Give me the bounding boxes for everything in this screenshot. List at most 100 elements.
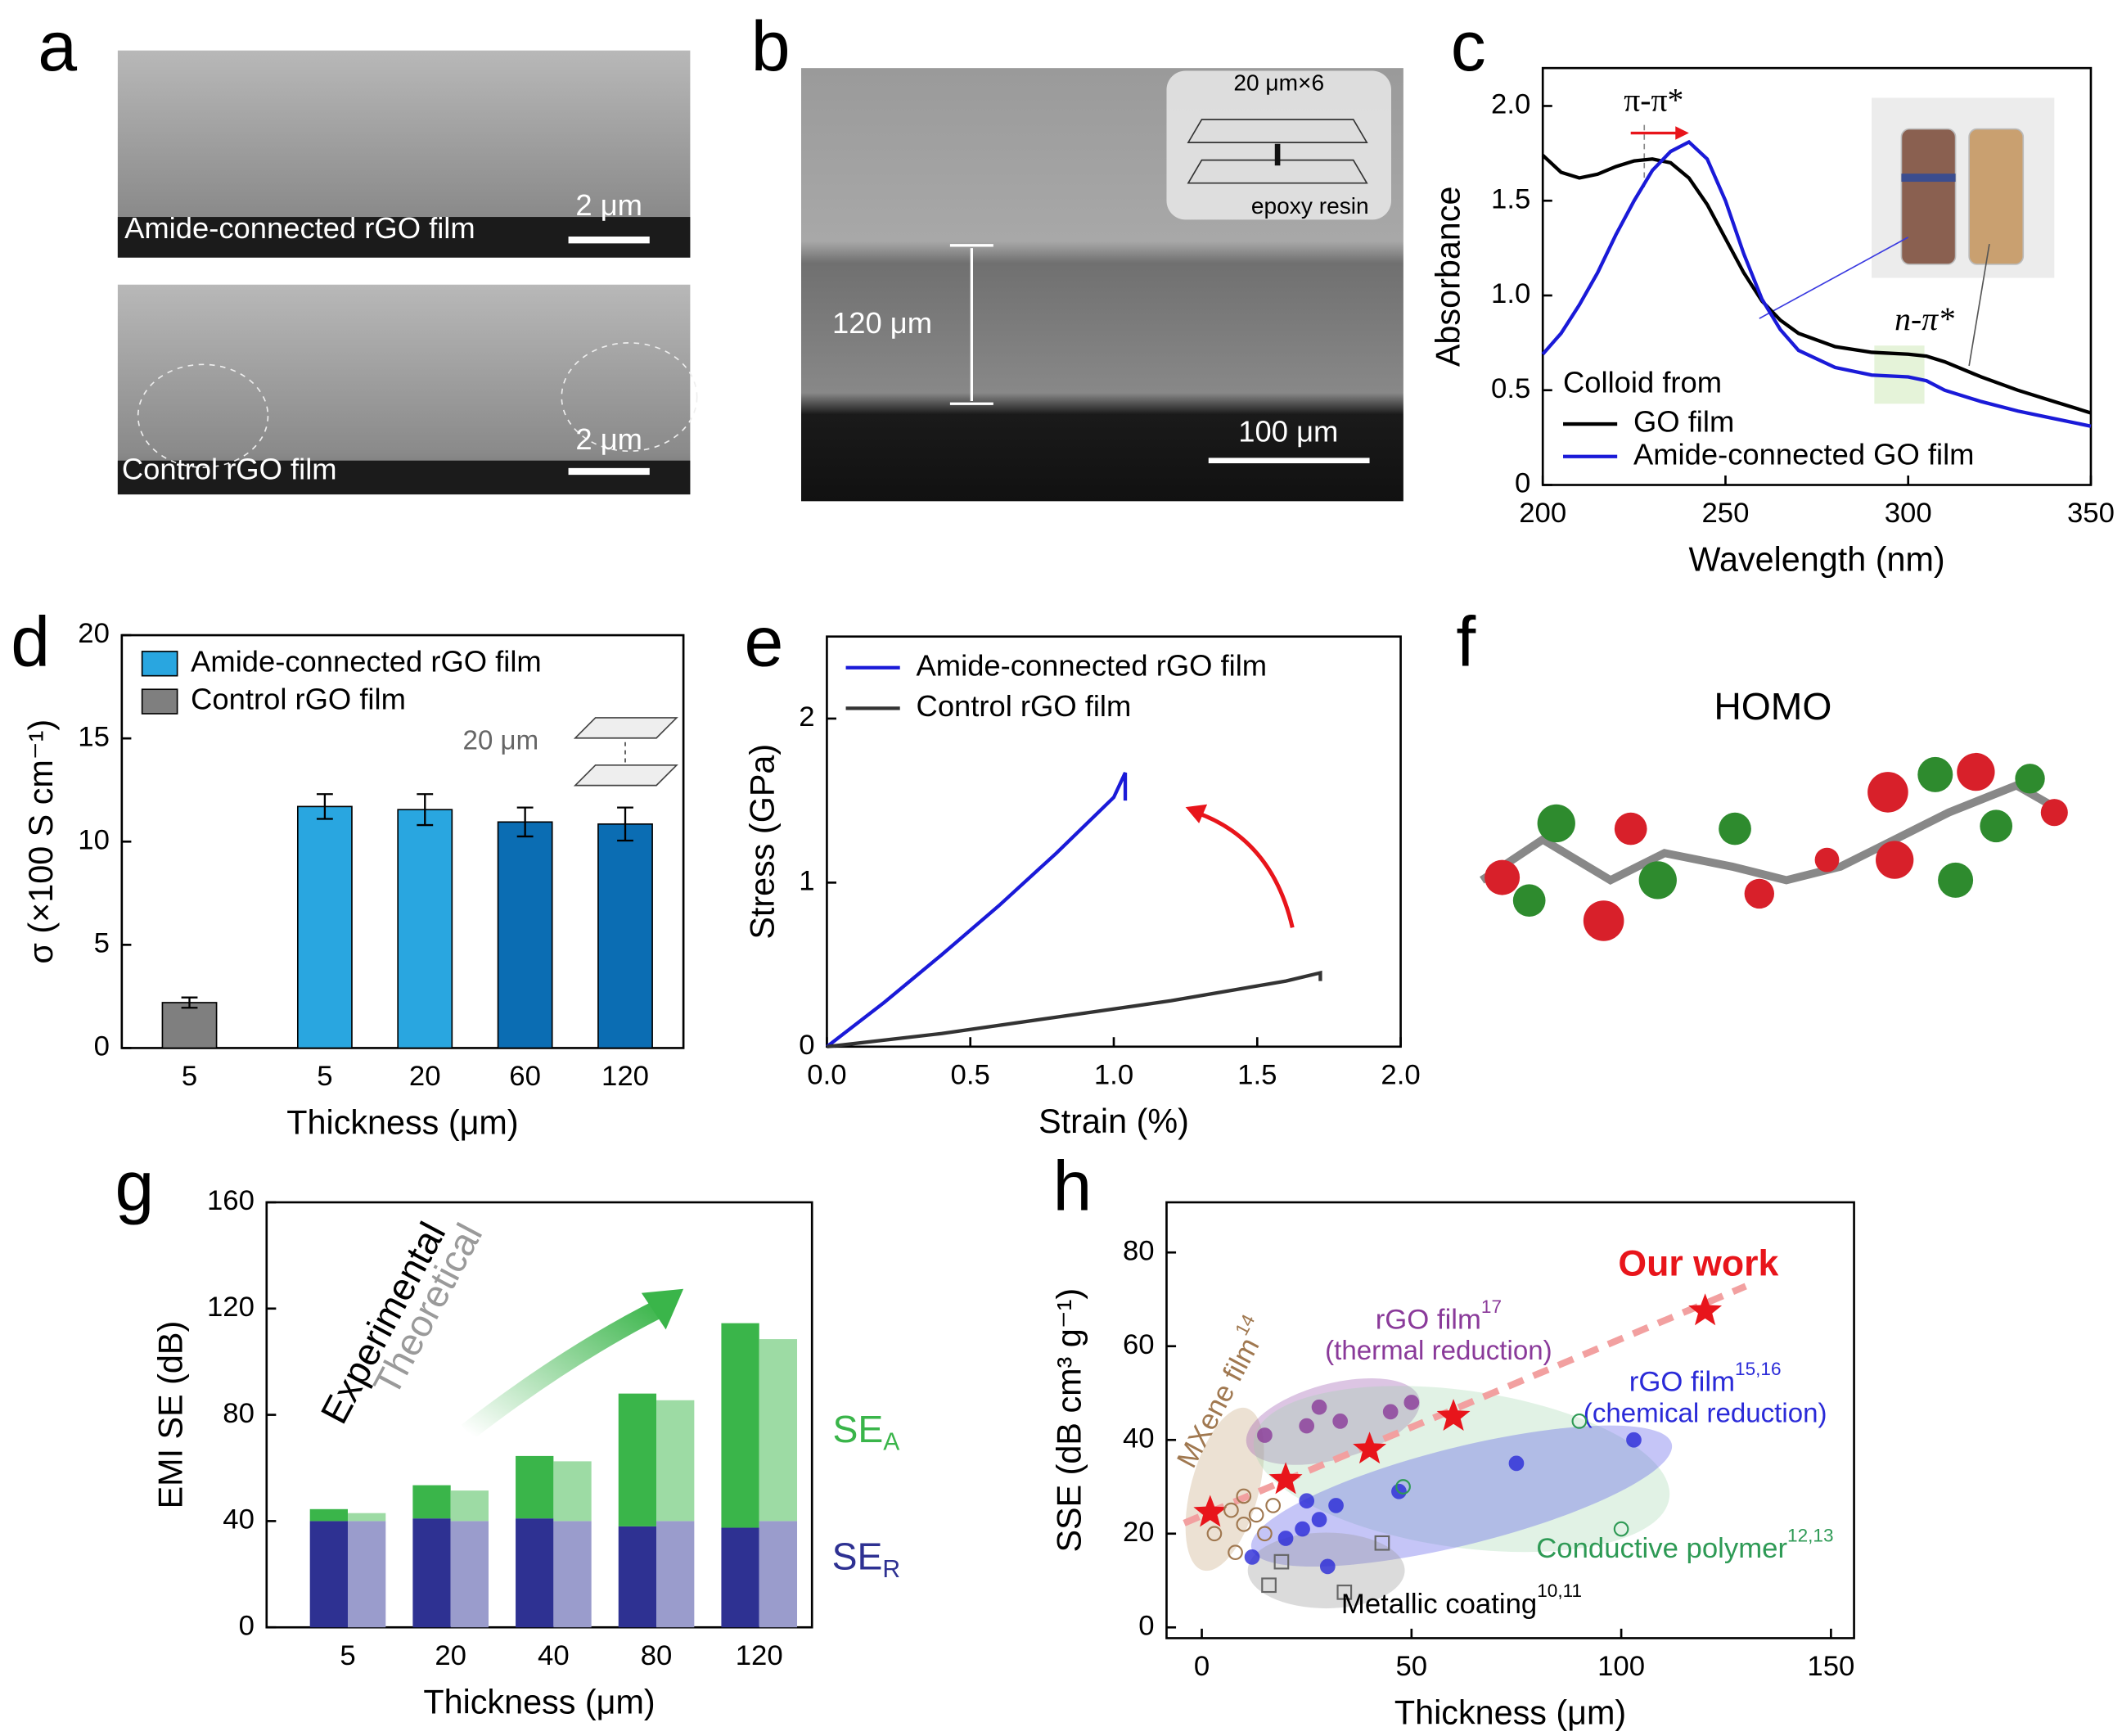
x-tick-label: 5 — [182, 1061, 197, 1092]
bar-segment — [553, 1461, 592, 1522]
data-line — [827, 970, 1322, 1048]
star-marker — [1688, 1293, 1723, 1326]
point-marker — [1277, 1531, 1294, 1546]
x-tick-label: 300 — [1885, 498, 1932, 529]
panel-letter: g — [115, 1147, 155, 1225]
series-label-main: rGO film — [1629, 1367, 1735, 1398]
point-marker — [1311, 1399, 1327, 1415]
series-label: SEA — [832, 1408, 899, 1455]
x-tick-label: 1.5 — [1237, 1059, 1277, 1090]
y-tick-label: 0 — [239, 1610, 255, 1641]
vial — [1968, 128, 2025, 265]
series-label: Our work — [1618, 1243, 1778, 1283]
y-tick-label: 40 — [223, 1504, 255, 1535]
series-label-main: Conductive polymer — [1536, 1533, 1787, 1564]
series-label-ref: 14 — [1231, 1311, 1259, 1339]
point-marker — [1403, 1395, 1420, 1410]
point-marker — [1236, 1488, 1252, 1504]
y-tick-label: 20 — [1123, 1517, 1155, 1548]
error-bar — [181, 996, 198, 1009]
square-marker — [1374, 1535, 1390, 1551]
legend-label: Control rGO film — [191, 683, 406, 716]
trend-arrow — [461, 1297, 668, 1441]
x-tick-label: 120 — [736, 1640, 783, 1671]
legend-label: GO film — [1633, 405, 1734, 439]
y-tick-label: 120 — [207, 1292, 255, 1323]
star-marker — [1353, 1432, 1387, 1464]
x-axis-label: Strain (%) — [1038, 1102, 1189, 1140]
series-label-ref: 10,11 — [1537, 1580, 1582, 1601]
scale-text: 100 μm — [1238, 414, 1338, 448]
region — [1185, 1407, 1264, 1571]
image-caption: Amide-connected rGO film — [124, 211, 475, 245]
y-tick-label: 10 — [78, 824, 110, 855]
molecule-backbone — [1480, 781, 2066, 886]
y-tick-label: 2 — [799, 701, 814, 733]
x-tick-label: 60 — [509, 1061, 541, 1092]
point-marker — [1382, 1404, 1399, 1420]
legend-label: Amide-connected rGO film — [917, 648, 1268, 682]
series-label-ref: 12,13 — [1787, 1525, 1833, 1545]
series-label: SER — [832, 1535, 901, 1583]
point-marker — [1299, 1493, 1315, 1509]
point-marker — [1626, 1432, 1642, 1448]
panel-letter: a — [38, 7, 77, 86]
scale-text: 2 μm — [575, 188, 642, 222]
legend-title: Colloid from — [1563, 366, 1722, 399]
point-marker — [1206, 1526, 1223, 1542]
bar-segment — [721, 1527, 759, 1628]
x-tick-label: 350 — [2067, 498, 2115, 529]
y-tick-label: 160 — [207, 1185, 255, 1216]
series-label-main: SE — [832, 1535, 883, 1578]
y-tick-label: 0 — [1515, 468, 1530, 499]
series-label: Metallic coating10,11 — [1341, 1580, 1582, 1620]
bar — [497, 821, 553, 1049]
point-marker — [1244, 1549, 1260, 1565]
point-marker — [1508, 1455, 1525, 1472]
error-bar — [516, 806, 534, 838]
plate — [1187, 159, 1368, 184]
point-marker — [1223, 1502, 1239, 1518]
y-tick-label: 0 — [94, 1031, 110, 1062]
y-axis-label: Absorbance — [1430, 187, 1467, 367]
bar-segment — [618, 1526, 657, 1628]
vial-photo — [1872, 97, 2055, 278]
error-bar — [617, 806, 633, 842]
series-label: rGO film17 — [1376, 1296, 1502, 1336]
legend-label: Control rGO film — [917, 689, 1132, 723]
x-tick-label: 200 — [1519, 498, 1566, 529]
y-tick-label: 0 — [1138, 1610, 1154, 1641]
bar-segment — [309, 1508, 349, 1522]
x-tick-label: 2.0 — [1381, 1059, 1420, 1090]
annotation: π-π* — [1624, 82, 1683, 118]
bar-segment — [516, 1518, 554, 1628]
point-marker — [1248, 1507, 1264, 1523]
x-tick-label: 100 — [1597, 1651, 1645, 1682]
series-label: rGO film15,16 — [1629, 1359, 1782, 1398]
plate — [1187, 119, 1368, 143]
legend-label: Amide-connected GO film — [1633, 437, 1974, 471]
pointer — [1759, 237, 1909, 319]
plot-frame — [1165, 1201, 1855, 1639]
bar-segment — [553, 1521, 592, 1628]
bar-segment — [759, 1339, 798, 1522]
x-tick-label: 40 — [538, 1640, 570, 1671]
x-tick-label: 120 — [601, 1061, 649, 1092]
y-tick-label: 80 — [1123, 1235, 1155, 1266]
series-label-ref: 17 — [1481, 1296, 1502, 1317]
y-axis-label: SSE (dB cm³ g⁻¹) — [1051, 1288, 1088, 1553]
error-bar — [417, 793, 434, 827]
sem-image — [117, 284, 691, 495]
point-marker — [1265, 1498, 1282, 1513]
scale-text: 2 μm — [575, 422, 642, 456]
data-line — [1541, 154, 2092, 415]
y-tick-label: 1 — [799, 866, 814, 897]
series-note: (chemical reduction) — [1584, 1398, 1827, 1428]
point-marker — [1328, 1498, 1344, 1513]
data-line — [826, 772, 1128, 1048]
x-axis-label: Thickness (μm) — [1394, 1694, 1626, 1732]
bar-segment — [721, 1323, 759, 1528]
bar-segment — [309, 1521, 349, 1628]
x-tick-label: 20 — [409, 1061, 441, 1092]
panel-letter: f — [1456, 603, 1476, 682]
